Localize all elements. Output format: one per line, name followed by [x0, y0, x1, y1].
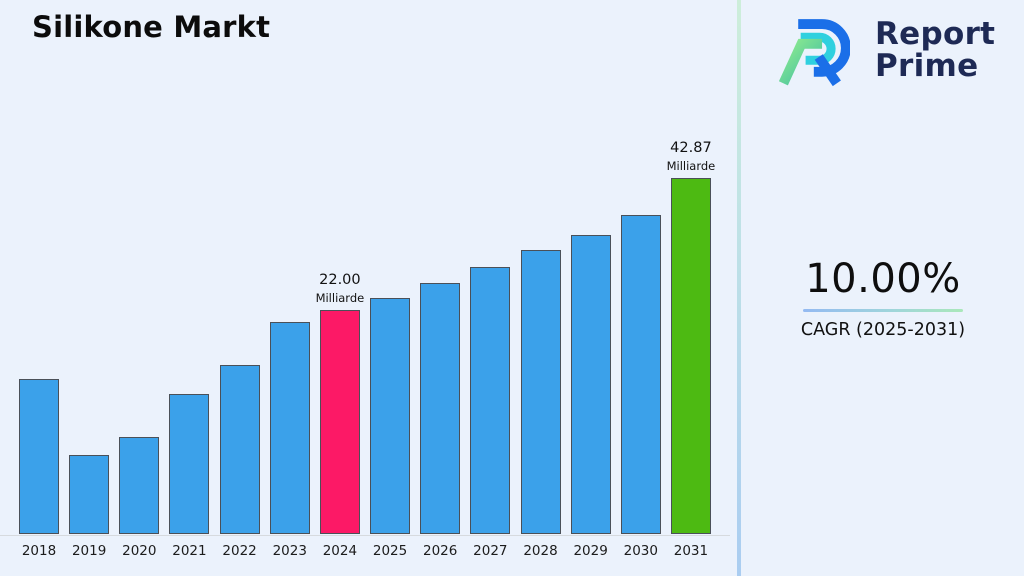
bar-label-value-2024: 22.00 — [319, 272, 361, 288]
bar-column-2028: 2028 — [520, 250, 561, 559]
x-tick-2019: 2019 — [71, 543, 107, 559]
cagr-block: 10.00% CAGR (2025-2031) — [763, 256, 1003, 340]
x-tick-2027: 2027 — [473, 543, 508, 559]
x-tick-2023: 2023 — [272, 543, 307, 559]
bar-column-2018: 2018 — [19, 379, 59, 559]
brand-name: Report Prime — [875, 15, 996, 84]
x-tick-2025: 2025 — [372, 543, 408, 559]
x-tick-2026: 2026 — [423, 543, 458, 559]
bar-column-2019: 2019 — [69, 455, 110, 559]
x-axis-line — [0, 535, 730, 536]
bar-column-2031: 2031 42.87 Milliarde — [667, 140, 716, 559]
x-tick-2018: 2018 — [21, 543, 57, 559]
bar-2023 — [269, 322, 310, 534]
bar-2030 — [620, 215, 661, 534]
x-tick-2022: 2022 — [222, 543, 257, 559]
bar-label-unit-2031: Milliarde — [666, 159, 716, 173]
bar-label-value-2031: 42.87 — [670, 140, 712, 156]
bar-2018 — [19, 379, 59, 534]
bar-column-2026: 2026 — [420, 283, 461, 559]
cagr-underline — [803, 309, 963, 312]
brand-name-line2: Prime — [875, 48, 979, 84]
brand-logo: Report Prime — [776, 8, 995, 92]
bar-column-2020: 2020 — [119, 437, 160, 559]
bar-2020 — [119, 437, 160, 534]
bar-2022 — [219, 365, 260, 534]
bar-chart: Silikone Markt 2018 2019 2020 2021 2022 2023 2… — [0, 10, 730, 559]
bar-column-2021: 2021 — [169, 394, 210, 559]
bar-2019 — [69, 455, 110, 534]
bar-2026 — [420, 283, 461, 534]
bar-2021 — [169, 394, 210, 534]
brand-name-line1: Report — [875, 15, 996, 52]
bar-column-2023: 2023 — [269, 322, 310, 559]
x-tick-2024: 2024 — [322, 543, 358, 559]
cagr-value: 10.00% — [805, 256, 961, 302]
bar-column-2024: 2024 22.00 Milliarde — [316, 272, 365, 559]
cagr-label: CAGR (2025-2031) — [800, 320, 966, 340]
bar-column-2030: 2030 — [620, 215, 661, 559]
bar-column-2029: 2029 — [570, 235, 611, 559]
report-prime-logo-icon — [778, 19, 850, 87]
bar-label-2024: 22.00 Milliarde — [290, 272, 390, 305]
bar-label-unit-2024: Milliarde — [315, 291, 365, 305]
bar-2028 — [520, 250, 561, 534]
page-title: Silikone Markt — [32, 10, 271, 44]
x-tick-2030: 2030 — [623, 543, 658, 559]
bar-label-2031: 42.87 Milliarde — [641, 140, 741, 173]
x-tick-2028: 2028 — [523, 543, 558, 559]
bar-column-2022: 2022 — [219, 365, 260, 559]
x-tick-2029: 2029 — [573, 543, 608, 559]
bar-column-2025: 2025 — [370, 298, 411, 559]
bar-column-2027: 2027 — [470, 267, 511, 559]
panel-divider — [737, 0, 741, 576]
bar-2029 — [570, 235, 611, 534]
bar-2027 — [470, 267, 511, 534]
bar-2025 — [370, 298, 411, 534]
x-tick-2031: 2031 — [673, 543, 709, 559]
bar-2031 — [670, 178, 711, 534]
x-tick-2021: 2021 — [172, 543, 207, 559]
x-tick-2020: 2020 — [122, 543, 157, 559]
bar-2024 — [319, 310, 360, 534]
